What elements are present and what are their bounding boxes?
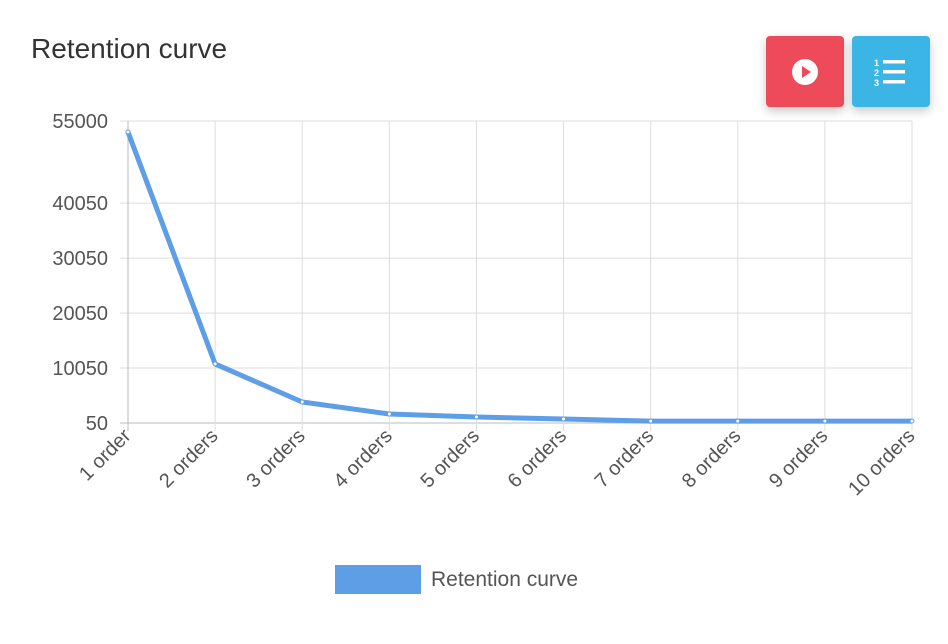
numbered-list-icon: 1 2 3 [874, 58, 905, 87]
data-point [735, 418, 741, 424]
svg-text:3: 3 [874, 78, 879, 87]
x-tick-label: 7 orders [591, 425, 658, 492]
y-tick-label: 30050 [52, 248, 108, 270]
data-point [648, 418, 654, 424]
data-point [212, 361, 218, 367]
series-line [125, 131, 912, 424]
data-point [561, 416, 567, 422]
y-tick-label: 10050 [52, 358, 108, 380]
svg-text:1: 1 [874, 58, 879, 68]
legend[interactable]: Retention curve [335, 565, 578, 594]
data-point [125, 129, 131, 135]
svg-text:2: 2 [874, 68, 879, 78]
data-point [299, 399, 305, 405]
play-button[interactable] [766, 36, 844, 107]
x-tick-label: 4 orders [329, 425, 396, 492]
x-tick-label: 5 orders [417, 425, 484, 492]
play-icon [792, 58, 818, 85]
x-tick-label: 8 orders [678, 425, 745, 492]
legend-label: Retention curve [431, 567, 579, 591]
y-tick-label: 55000 [52, 111, 108, 133]
y-tick-label: 20050 [52, 303, 108, 325]
x-tick-label: 9 orders [765, 425, 832, 492]
chart-title: Retention curve [31, 33, 228, 64]
data-point [386, 411, 392, 417]
x-tick-label: 10 orders [844, 425, 919, 500]
x-tick-label: 2 orders [155, 425, 222, 492]
data-point [822, 418, 828, 424]
y-tick-label: 50 [86, 413, 108, 435]
x-tick-label: 6 orders [504, 425, 571, 492]
x-tick-label: 3 orders [242, 425, 309, 492]
legend-swatch [335, 565, 421, 594]
numbered-list-button[interactable]: 1 2 3 [852, 36, 930, 107]
data-point [473, 414, 479, 420]
y-tick-label: 40050 [52, 193, 108, 215]
data-point [909, 418, 915, 424]
